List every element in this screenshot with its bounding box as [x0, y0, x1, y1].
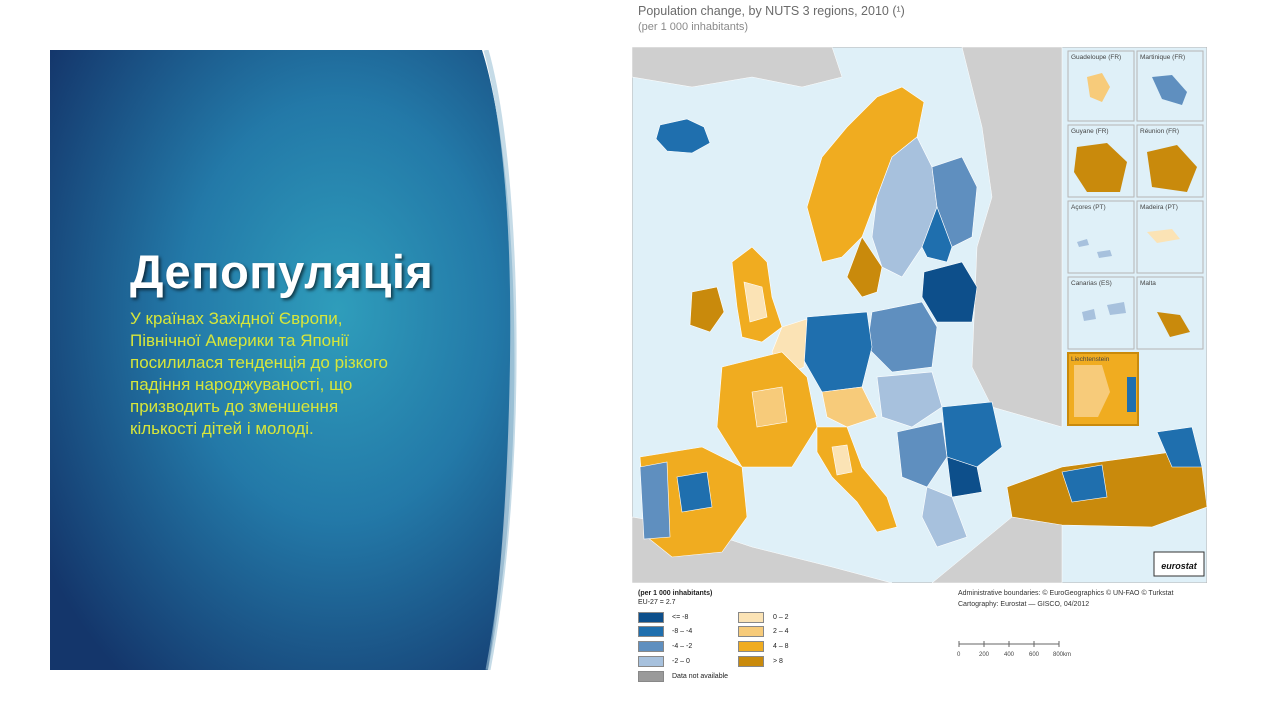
non-eu-land: [632, 47, 1063, 583]
italy-regions: [816, 426, 898, 533]
scale-tick-600: 600: [1029, 652, 1040, 658]
inset-martinique: Martinique (FR): [1136, 50, 1204, 122]
europe-population-change-map: Guadeloupe (FR) Martinique (FR) Guyane (…: [632, 47, 1207, 583]
iberia-regions: [639, 446, 748, 558]
legend-swatch-minus4-minus2: [638, 641, 664, 652]
iceland-region: [655, 118, 711, 154]
inset-liechtenstein: Liechtenstein: [1067, 352, 1139, 426]
legend-eu-average: EU-27 = 2.7: [638, 599, 676, 606]
slide-body-text: У країнах Західної Європи, Північної Аме…: [130, 309, 389, 438]
credits-boundaries: Administrative boundaries: © EuroGeograp…: [958, 590, 1174, 597]
legend-label-0-2: 0 – 2: [773, 614, 789, 621]
turkey-regions: [1006, 426, 1207, 528]
inset-acores: Açores (PT): [1067, 200, 1135, 274]
inset-label-reunion: Réunion (FR): [1140, 128, 1179, 135]
legend-swatch-not-available: [638, 671, 664, 682]
eurostat-logo-text: eurostat: [1161, 561, 1198, 571]
central-europe-regions: [771, 261, 978, 428]
legend-swatch-lte-minus8: [638, 612, 664, 623]
inset-label-liechtenstein: Liechtenstein: [1071, 356, 1110, 363]
legend-swatch-minus8-minus4: [638, 626, 664, 637]
inset-panels: Guadeloupe (FR) Martinique (FR) Guyane (…: [1067, 50, 1204, 426]
legend-label-minus8-minus4: -8 – -4: [672, 628, 693, 635]
title-panel-background: [50, 50, 518, 670]
legend-swatch-minus2-0: [638, 656, 664, 667]
scale-tick-200: 200: [979, 652, 990, 658]
legend-title: (per 1 000 inhabitants): [638, 590, 713, 597]
legend-swatch-4-8: [738, 641, 764, 652]
inset-label-malta: Malta: [1140, 280, 1156, 287]
inset-canarias: Canarias (ES): [1067, 276, 1135, 350]
scale-tick-800km: 800km: [1053, 652, 1071, 658]
scale-tick-400: 400: [1004, 652, 1015, 658]
inset-reunion: Réunion (FR): [1136, 124, 1204, 198]
inset-guyane: Guyane (FR): [1067, 124, 1135, 198]
legend-label-minus2-0: -2 – 0: [672, 658, 690, 665]
inset-malta: Malta: [1136, 276, 1204, 350]
legend-label-minus4-minus2: -4 – -2: [672, 643, 693, 650]
british-isles-regions: [689, 246, 783, 343]
inset-guadeloupe: Guadeloupe (FR): [1067, 50, 1135, 122]
inset-label-madeira: Madeira (PT): [1140, 204, 1178, 211]
inset-label-canarias: Canarias (ES): [1071, 280, 1112, 287]
map-subtitle: (per 1 000 inhabitants): [638, 21, 749, 33]
inset-madeira: Madeira (PT): [1136, 200, 1204, 274]
inset-label-acores: Açores (PT): [1071, 204, 1106, 211]
legend-swatch-gt8: [738, 656, 764, 667]
scandinavia-regions: [806, 86, 978, 298]
inset-label-guadeloupe: Guadeloupe (FR): [1071, 54, 1121, 61]
legend-label-lte-minus8: <= -8: [672, 614, 689, 621]
legend-label-not-available: Data not available: [672, 673, 729, 680]
inset-label-guyane: Guyane (FR): [1071, 128, 1109, 135]
slide-title: Депопуляція: [130, 245, 434, 298]
legend-label-4-8: 4 – 8: [773, 643, 789, 650]
credits-cartography: Cartography: Eurostat — GISCO, 04/2012: [958, 601, 1090, 608]
eurostat-logo: eurostat: [1153, 551, 1205, 577]
inset-label-martinique: Martinique (FR): [1140, 54, 1185, 61]
western-europe-regions: [716, 351, 818, 468]
legend-swatch-2-4: [738, 626, 764, 637]
map-title: Population change, by NUTS 3 regions, 20…: [638, 4, 905, 18]
legend-swatch-0-2: [738, 612, 764, 623]
scale-tick-0: 0: [957, 652, 961, 658]
south-east-europe-regions: [896, 401, 1003, 548]
legend-label-2-4: 2 – 4: [773, 628, 789, 635]
scale-bar: 0 200 400 600 800km: [957, 641, 1071, 658]
legend-label-gt8: > 8: [773, 658, 783, 665]
